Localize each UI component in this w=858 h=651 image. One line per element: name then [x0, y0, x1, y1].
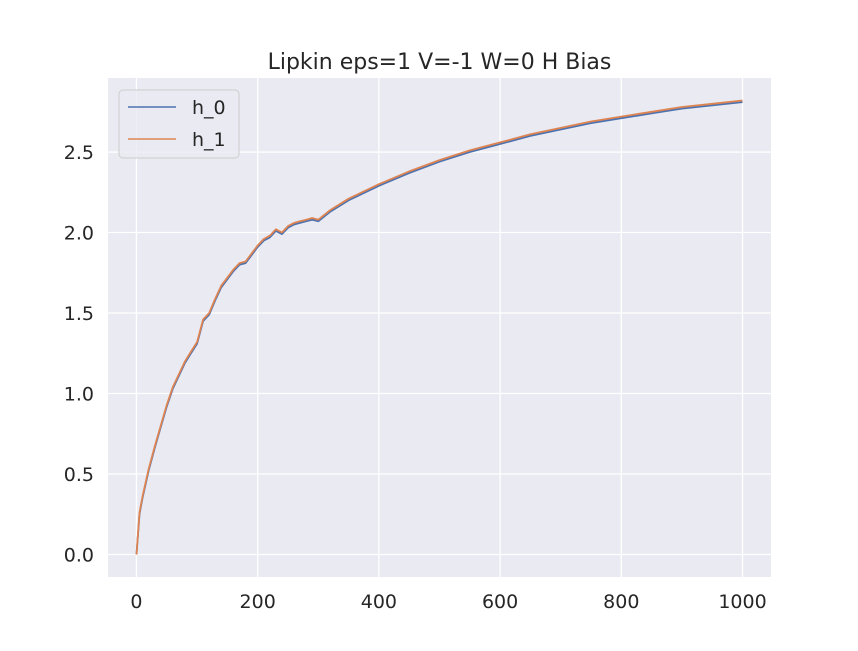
x-tick-label: 400: [361, 591, 397, 613]
chart-title: Lipkin eps=1 V=-1 W=0 H Bias: [268, 50, 612, 75]
gridlines: [108, 78, 771, 577]
y-tick-label: 1.0: [64, 383, 94, 405]
legend-label-h1: h_1: [192, 129, 226, 151]
x-tick-label: 0: [130, 591, 142, 613]
x-tick-label: 600: [482, 591, 518, 613]
legend-label-h0: h_0: [192, 97, 226, 119]
y-tick-label: 0.5: [64, 464, 94, 486]
y-tick-label: 2.0: [64, 223, 94, 245]
x-tick-label: 1000: [718, 591, 766, 613]
legend: h_0 h_1: [118, 89, 240, 159]
y-axis-ticks: 0.0 0.5 1.0 1.5 2.0 2.5: [64, 142, 94, 566]
y-tick-label: 1.5: [64, 303, 94, 325]
x-tick-label: 200: [240, 591, 276, 613]
y-tick-label: 2.5: [64, 142, 94, 164]
y-tick-label: 0.0: [64, 544, 94, 566]
series-line-h1: [135, 99, 743, 555]
series-layer: [135, 99, 743, 555]
x-axis-ticks: 0 200 400 600 800 1000: [130, 591, 766, 613]
x-tick-label: 800: [603, 591, 639, 613]
